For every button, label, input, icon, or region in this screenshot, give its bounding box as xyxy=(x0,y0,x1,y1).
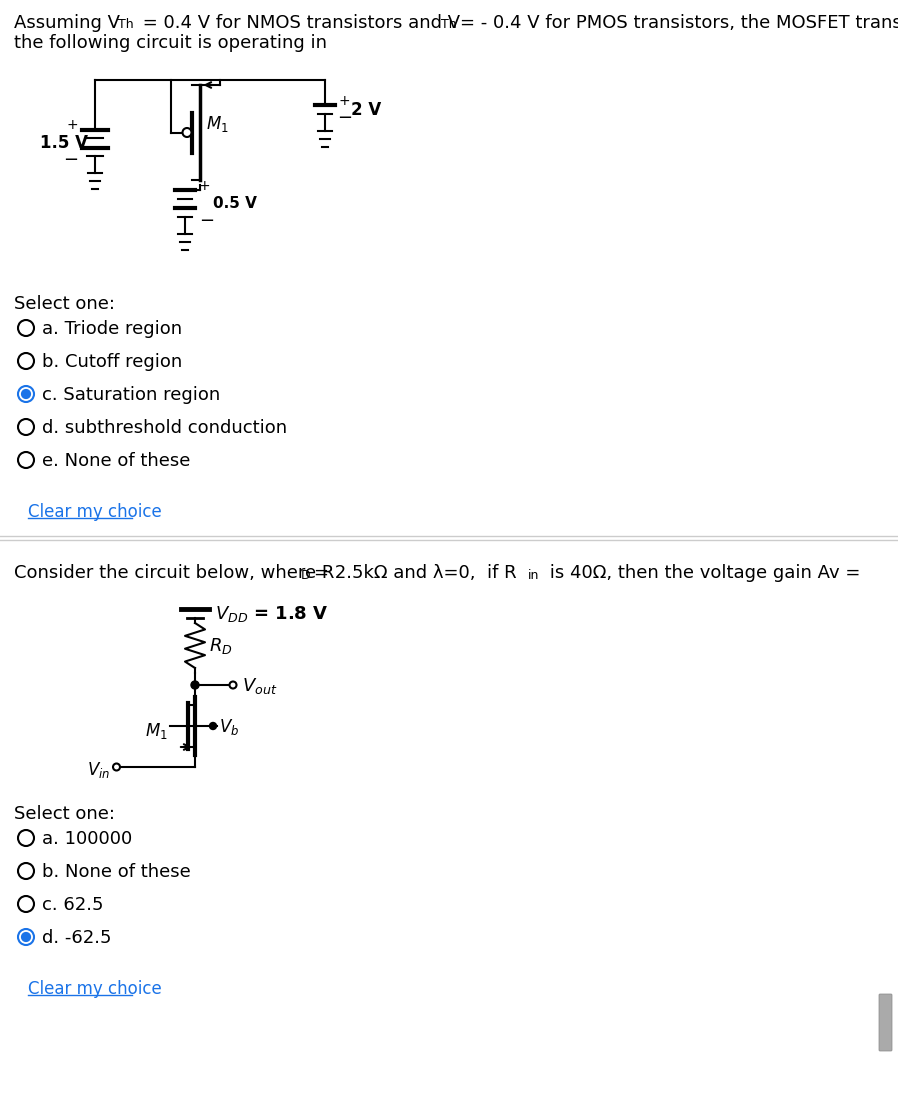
Circle shape xyxy=(18,896,34,912)
Text: Clear my choice: Clear my choice xyxy=(28,981,162,998)
Circle shape xyxy=(18,929,34,945)
Text: 1.5 V: 1.5 V xyxy=(40,134,88,152)
Text: +: + xyxy=(339,94,350,108)
Text: $M_1$: $M_1$ xyxy=(145,721,168,741)
Text: +: + xyxy=(66,117,78,132)
Text: = 0.4 V for NMOS transistors and V: = 0.4 V for NMOS transistors and V xyxy=(137,14,460,32)
Circle shape xyxy=(18,863,34,879)
Text: $V_{out}$: $V_{out}$ xyxy=(242,676,277,696)
Text: = 2.5kΩ and λ=0,  if R: = 2.5kΩ and λ=0, if R xyxy=(314,564,516,582)
Text: Clear my choice: Clear my choice xyxy=(28,503,162,520)
Text: $M_1$: $M_1$ xyxy=(206,114,229,134)
Circle shape xyxy=(18,830,34,845)
FancyBboxPatch shape xyxy=(879,994,892,1051)
Text: b. None of these: b. None of these xyxy=(42,863,190,881)
Text: $V_b$: $V_b$ xyxy=(219,717,239,737)
Text: d. subthreshold conduction: d. subthreshold conduction xyxy=(42,419,287,437)
Circle shape xyxy=(182,128,191,137)
Text: 0.5 V: 0.5 V xyxy=(213,197,257,212)
Circle shape xyxy=(18,386,34,402)
Circle shape xyxy=(113,763,120,771)
Text: c. 62.5: c. 62.5 xyxy=(42,896,103,914)
Circle shape xyxy=(22,390,31,399)
Circle shape xyxy=(18,352,34,369)
Circle shape xyxy=(18,320,34,336)
Text: −: − xyxy=(199,212,214,229)
Text: +: + xyxy=(199,179,211,193)
Text: Th: Th xyxy=(118,18,134,31)
Text: 2 V: 2 V xyxy=(351,101,382,119)
Text: −: − xyxy=(337,109,352,127)
Text: a. Triode region: a. Triode region xyxy=(42,320,182,338)
Text: e. None of these: e. None of these xyxy=(42,452,190,470)
Text: $V_{DD}$ = 1.8 V: $V_{DD}$ = 1.8 V xyxy=(215,604,329,624)
Circle shape xyxy=(209,722,216,729)
Text: in: in xyxy=(528,569,540,582)
Text: Consider the circuit below, where R: Consider the circuit below, where R xyxy=(14,564,334,582)
Circle shape xyxy=(22,932,31,941)
Circle shape xyxy=(191,681,199,690)
Text: a. 100000: a. 100000 xyxy=(42,830,132,848)
Text: the following circuit is operating in: the following circuit is operating in xyxy=(14,34,327,52)
Circle shape xyxy=(18,419,34,435)
Text: −: − xyxy=(63,152,78,169)
Circle shape xyxy=(18,452,34,468)
Text: D: D xyxy=(301,569,311,582)
Text: $R_D$: $R_D$ xyxy=(209,636,233,656)
Text: Assuming V: Assuming V xyxy=(14,14,120,32)
Circle shape xyxy=(230,682,236,688)
Text: b. Cutoff region: b. Cutoff region xyxy=(42,352,182,371)
Text: Select one:: Select one: xyxy=(14,295,115,313)
Text: = - 0.4 V for PMOS transistors, the MOSFET transistor in: = - 0.4 V for PMOS transistors, the MOSF… xyxy=(460,14,898,32)
Text: Select one:: Select one: xyxy=(14,805,115,824)
Text: d. -62.5: d. -62.5 xyxy=(42,929,111,946)
Text: c. Saturation region: c. Saturation region xyxy=(42,386,220,404)
Text: Th: Th xyxy=(441,18,456,31)
Text: is 40Ω, then the voltage gain Av =: is 40Ω, then the voltage gain Av = xyxy=(544,564,860,582)
Text: $V_{in}$: $V_{in}$ xyxy=(87,760,110,780)
